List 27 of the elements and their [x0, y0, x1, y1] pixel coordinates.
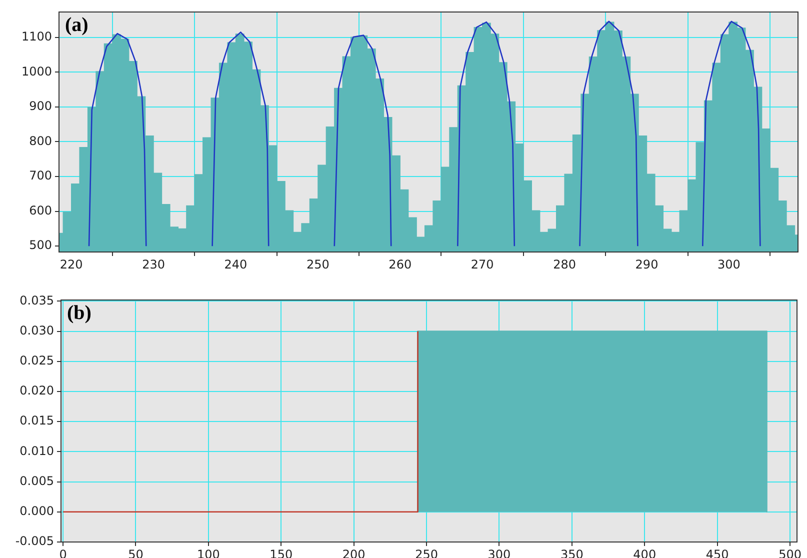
x-tick-label: 300 [717, 257, 740, 272]
annotation: (b) [67, 302, 92, 324]
x-tick-label: 250 [306, 257, 330, 272]
x-tick-label: 240 [224, 257, 248, 272]
x-tick-label: 280 [553, 257, 576, 272]
x-tick-label: 220 [60, 257, 83, 272]
y-tick-label: 500 [29, 238, 52, 252]
x-tick-label: 270 [470, 257, 494, 272]
x-tick-label: 230 [142, 257, 165, 272]
x-tick-label: 260 [388, 257, 412, 272]
annotation: (a) [65, 14, 88, 36]
y-tick-label: -0.005 [15, 534, 54, 548]
y-tick-label: 600 [29, 203, 52, 218]
y-tick-label: 0.035 [20, 293, 54, 308]
y-tick-label: 1100 [21, 30, 52, 44]
y-tick-label: 0.010 [20, 444, 54, 458]
y-tick-label: 700 [29, 168, 52, 183]
y-tick-label: 0.005 [20, 474, 54, 488]
y-tick-label: 0.015 [20, 414, 54, 428]
y-tick-label: 800 [29, 134, 52, 148]
y-tick-label: 0.020 [20, 384, 54, 398]
y-tick-label: 900 [29, 99, 52, 114]
y-tick-label: 1000 [21, 64, 52, 78]
y-tick-label: 0.030 [20, 323, 54, 338]
x-tick-label: 290 [635, 257, 658, 272]
y-tick-label: 0.025 [20, 354, 54, 368]
y-tick-label: 0.000 [20, 504, 54, 518]
